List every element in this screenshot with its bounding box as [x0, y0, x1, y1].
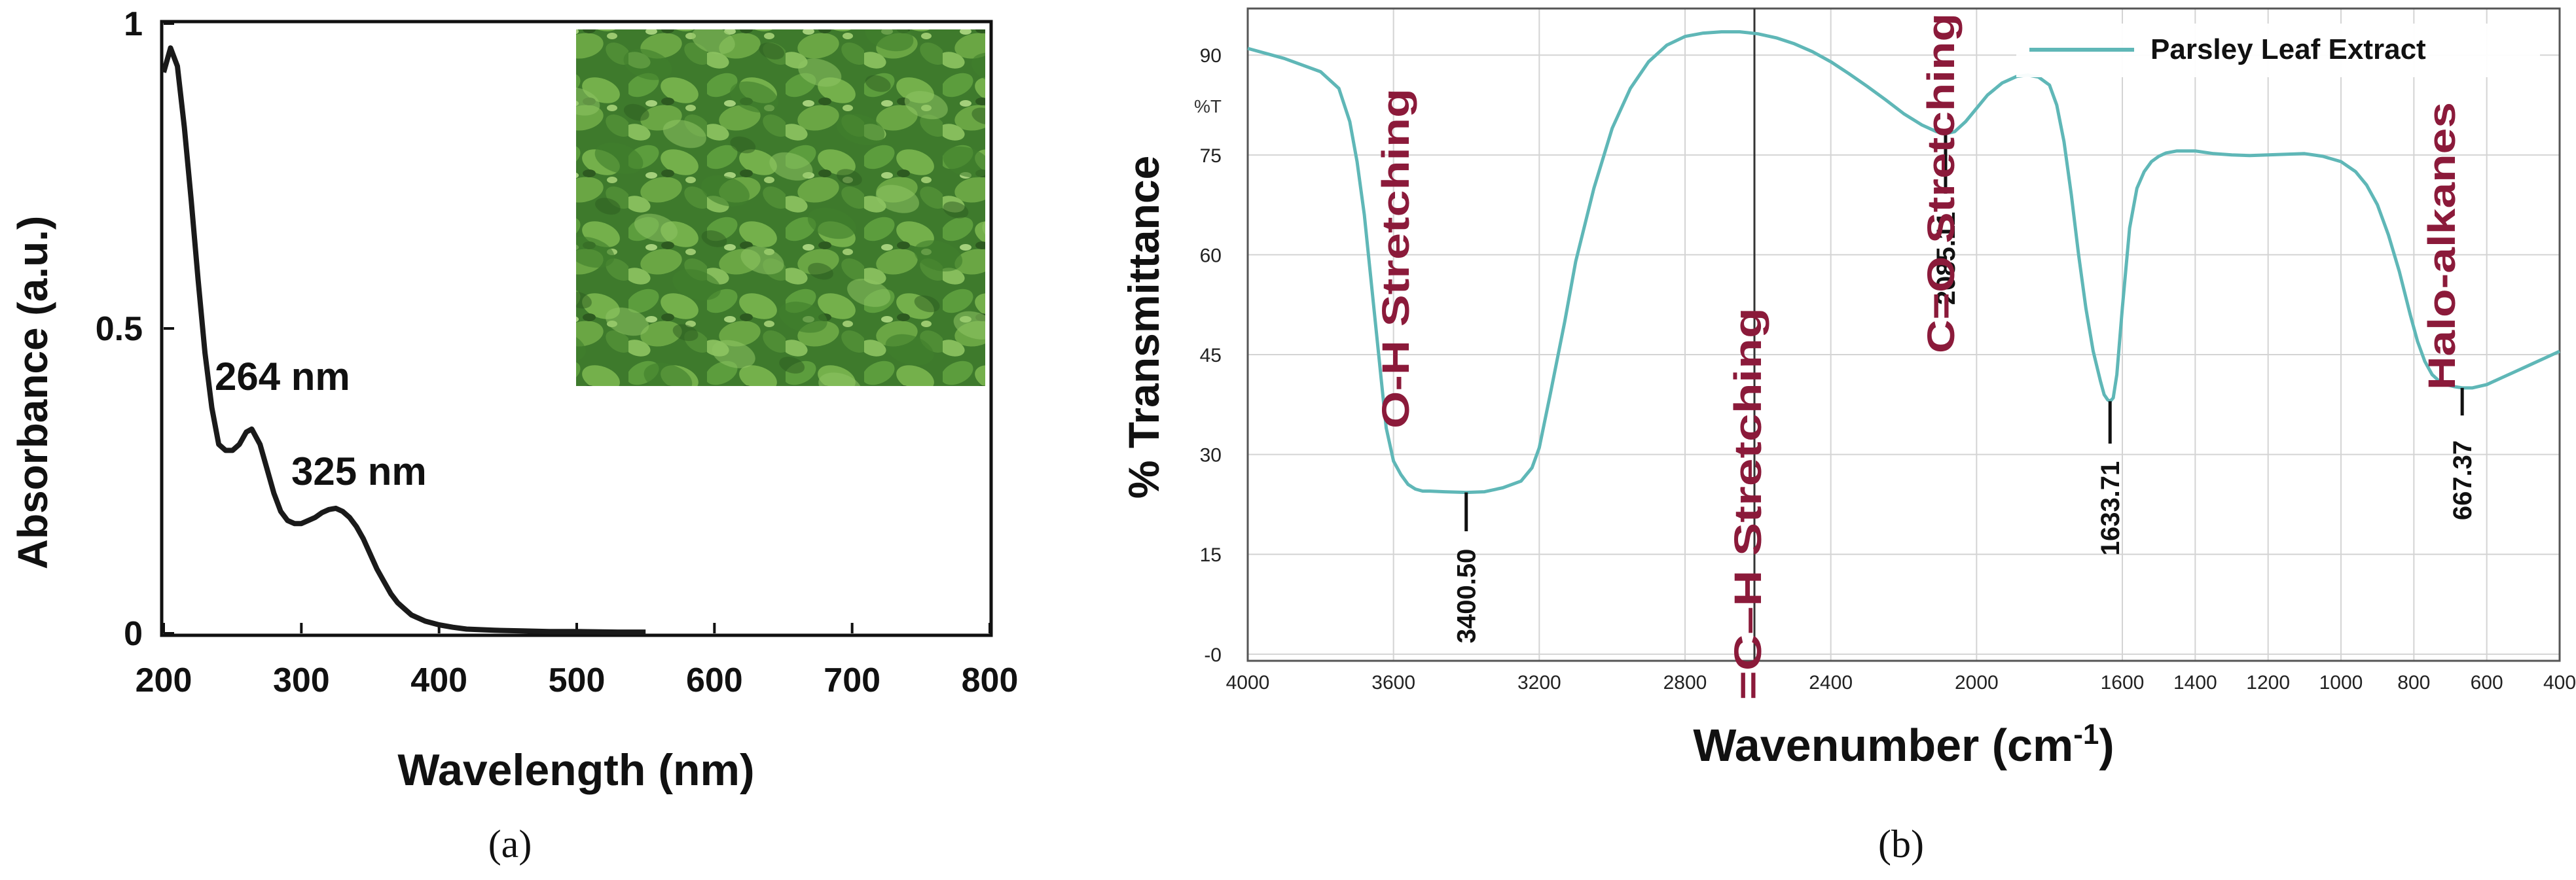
ftir-x-axis-title-main: Wavenumber (cm: [1693, 720, 2073, 771]
parsley-photo-inset: [576, 29, 985, 386]
uv-x-tick-label: 400: [410, 661, 467, 699]
uv-y-axis-title: Absorbance (a.u.): [9, 216, 56, 570]
band-wavenumber-label: 3400.50: [1453, 549, 1481, 644]
ftir-y-tick-label: 60: [1200, 245, 1222, 266]
uv-y-tick-label: 0.5: [96, 310, 143, 348]
ftir-x-tick-label: 3200: [1517, 672, 1561, 694]
uv-x-axis-title: Wavelength (nm): [397, 745, 754, 795]
ftir-x-tick-label: 2800: [1663, 672, 1707, 694]
ftir-y-tick-label: 75: [1200, 145, 1222, 167]
ftir-y-tick-label: 30: [1200, 445, 1222, 466]
ftir-x-tick-label: 800: [2397, 672, 2430, 694]
ftir-x-axis-title-sup: -1: [2073, 718, 2099, 750]
ftir-plot-frame: [1246, 7, 2561, 662]
uv-plot-area: 200 300 400 500 600 700 800 0 0.5 1 264 nm 325 nm: [96, 5, 1019, 699]
ftir-x-axis-title-close: ): [2099, 720, 2114, 771]
panel-label-b: (b): [1878, 822, 1924, 866]
uv-x-tick-label: 200: [136, 661, 192, 699]
band-wavenumber-label: 667.37: [2448, 440, 2477, 520]
band-wavenumber-label: 2085.11: [1932, 212, 1961, 305]
uv-vis-chart: 200 300 400 500 600 700 800 0 0.5 1 264 nm 325 nm…: [9, 5, 1018, 866]
ftir-x-tick-label: 3600: [1371, 672, 1415, 694]
uv-x-tick-label: 600: [686, 661, 743, 699]
band-assignment-label: Halo-alkanes: [2421, 102, 2463, 390]
ftir-x-axis-title: Wavenumber (cm-1): [1693, 718, 2114, 771]
legend-label: Parsley Leaf Extract: [2150, 33, 2426, 65]
ftir-x-tick-label: 1000: [2319, 672, 2363, 694]
ftir-chart: 4000 3600 3200 2800 2400 2000 1600 1400 1200 1000…: [1119, 7, 2576, 866]
uv-x-tick-label: 300: [273, 661, 330, 699]
ftir-x-tick-label: 4000: [1226, 672, 1270, 694]
ftir-x-tick-label: 1600: [2101, 672, 2145, 694]
band-assignment-label: C=O Stretching: [1920, 13, 1963, 353]
transmittance-curve: [1247, 30, 2561, 495]
uv-plot-frame: [160, 20, 993, 637]
uv-x-tick-label: 800: [962, 661, 1019, 699]
uv-x-tick-label: 500: [549, 661, 606, 699]
uv-y-tick-label: 0: [124, 615, 143, 653]
ftir-x-tick-label: 400: [2543, 672, 2576, 694]
band-assignment-label: =C–H Stretching: [1727, 308, 1769, 700]
peak-label-264: 264 nm: [215, 355, 350, 398]
percent-t-marker: %T: [1194, 96, 1222, 116]
uv-y-tick-label: 1: [124, 5, 143, 43]
ftir-x-tick-label: 1400: [2173, 672, 2217, 694]
ftir-y-tick-label: 90: [1200, 45, 1222, 67]
ftir-y-axis-title: % Transmittance: [1119, 156, 1168, 499]
band-annotations: 3400.50 O-H Stretching 2085.11 =C–H Stretch…: [1375, 13, 2477, 700]
band-assignment-label: O-H Stretching: [1375, 88, 1417, 429]
peak-label-325: 325 nm: [291, 449, 427, 493]
panel-label-a: (a): [488, 822, 532, 866]
absorbance-curve: [161, 45, 646, 635]
ftir-x-tick-label: 2400: [1809, 672, 1853, 694]
ftir-grid: [1247, 9, 2560, 661]
ftir-x-tick-label: 1200: [2246, 672, 2290, 694]
band-wavenumber-label: 1633.71: [2096, 461, 2125, 556]
uv-x-tick-label: 700: [824, 661, 880, 699]
ftir-x-tick-label: 2000: [1955, 672, 1999, 694]
ftir-y-tick-label: -0: [1204, 644, 1222, 666]
ftir-y-tick-label: 15: [1200, 544, 1222, 566]
ftir-y-tick-label: 45: [1200, 345, 1222, 366]
ftir-legend: Parsley Leaf Extract: [2016, 24, 2540, 77]
ftir-x-tick-label: 600: [2471, 672, 2503, 694]
